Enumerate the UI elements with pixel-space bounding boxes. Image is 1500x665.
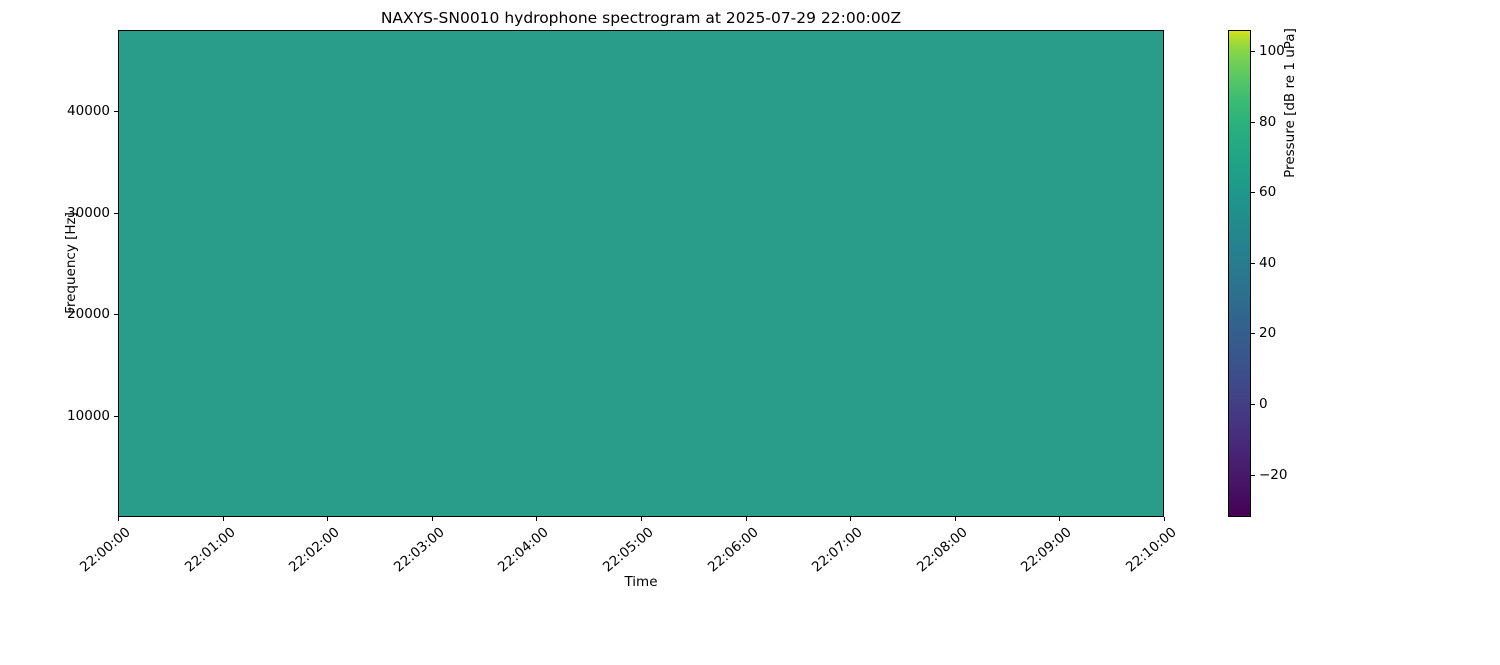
page-title: NAXYS-SN0010 hydrophone spectrogram at 2…	[380, 9, 902, 27]
x-tick-mark	[955, 517, 956, 521]
spectrogram-image	[119, 31, 1163, 516]
colorbar[interactable]	[1228, 30, 1251, 517]
x-tick-label: 22:00:00	[76, 524, 134, 576]
colorbar-tick-mark	[1251, 475, 1255, 476]
x-tick-mark	[118, 517, 119, 521]
y-tick-mark	[114, 314, 118, 315]
y-tick-label: 10000	[67, 407, 110, 424]
x-tick-mark	[432, 517, 433, 521]
x-axis-label: Time	[624, 574, 658, 590]
colorbar-tick-label: 0	[1259, 396, 1268, 413]
x-tick-mark	[327, 517, 328, 521]
colorbar-tick-mark	[1251, 333, 1255, 334]
x-tick-mark	[641, 517, 642, 521]
spectrogram-figure: NAXYS-SN0010 hydrophone spectrogram at 2…	[63, 9, 1298, 590]
x-tick-mark	[1164, 517, 1165, 521]
y-axis-label: Frequency [Hz]	[63, 212, 79, 314]
colorbar-tick-label: −20	[1259, 466, 1288, 483]
y-tick-mark	[114, 416, 118, 417]
x-tick-mark	[850, 517, 851, 521]
y-tick-label: 20000	[67, 306, 110, 323]
x-tick-mark	[1059, 517, 1060, 521]
colorbar-tick-label: 60	[1259, 184, 1277, 201]
colorbar-tick-label: 40	[1259, 254, 1277, 271]
colorbar-tick-mark	[1251, 122, 1255, 123]
colorbar-tick-label: 20	[1259, 325, 1277, 342]
colorbar-tick-mark	[1251, 192, 1255, 193]
y-tick-mark	[114, 111, 118, 112]
colorbar-tick-label: 80	[1259, 113, 1277, 130]
x-tick-mark	[536, 517, 537, 521]
x-tick-mark	[223, 517, 224, 521]
spectrogram-axes[interactable]	[118, 30, 1164, 517]
colorbar-gradient	[1228, 30, 1251, 517]
y-tick-label: 30000	[67, 204, 110, 221]
x-tick-mark	[746, 517, 747, 521]
colorbar-tick-mark	[1251, 51, 1255, 52]
y-tick-mark	[114, 213, 118, 214]
colorbar-tick-mark	[1251, 263, 1255, 264]
colorbar-tick-mark	[1251, 404, 1255, 405]
colorbar-label: Pressure [dB re 1 uPa]	[1282, 28, 1298, 178]
colorbar-tick-label: 100	[1259, 43, 1285, 60]
y-tick-label: 40000	[67, 103, 110, 120]
